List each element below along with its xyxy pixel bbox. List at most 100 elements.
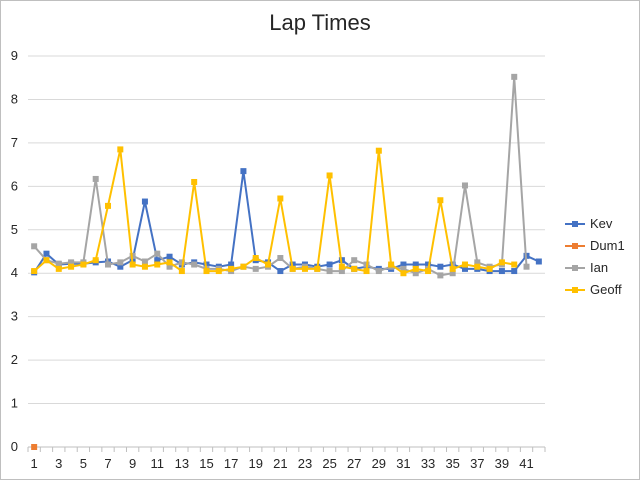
data-point-ian — [461, 182, 468, 189]
y-tick-label: 0 — [11, 439, 18, 454]
data-point-kev — [535, 258, 542, 265]
x-tick-label: 11 — [151, 456, 165, 471]
data-point-geoff — [437, 197, 444, 204]
data-point-ian — [178, 259, 185, 266]
data-point-geoff — [55, 265, 62, 272]
data-point-ian — [117, 259, 124, 266]
data-point-geoff — [265, 261, 272, 268]
data-point-geoff — [351, 265, 358, 272]
data-point-kev — [166, 253, 173, 260]
data-point-geoff — [375, 147, 382, 154]
data-point-ian — [511, 73, 518, 80]
data-point-ian — [474, 259, 481, 266]
legend-swatch-marker-kev — [572, 221, 578, 227]
x-tick-label: 13 — [175, 456, 189, 471]
legend-label-geoff: Geoff — [590, 282, 622, 297]
data-point-kev — [511, 268, 518, 275]
data-point-geoff — [461, 261, 468, 268]
data-point-geoff — [215, 268, 222, 275]
y-tick-label: 3 — [11, 309, 18, 324]
data-point-geoff — [68, 263, 75, 270]
y-tick-label: 6 — [11, 178, 18, 193]
legend-label-kev: Kev — [590, 216, 613, 231]
data-point-kev — [141, 198, 148, 205]
data-point-kev — [437, 263, 444, 270]
legend-swatch-marker-geoff — [572, 287, 578, 293]
y-tick-label: 2 — [11, 352, 18, 367]
x-tick-label: 3 — [55, 456, 62, 471]
x-tick-label: 35 — [445, 456, 459, 471]
chart-title: Lap Times — [269, 10, 371, 35]
data-point-ian — [400, 265, 407, 272]
data-point-geoff — [154, 261, 161, 268]
data-point-kev — [461, 265, 468, 272]
data-point-kev — [400, 261, 407, 268]
data-point-geoff — [228, 265, 235, 272]
data-point-ian — [166, 263, 173, 270]
y-tick-label: 7 — [11, 135, 18, 150]
data-point-ian — [449, 270, 456, 277]
data-point-kev — [277, 268, 284, 275]
series-line-ian — [33, 75, 528, 277]
legend-label-dum1: Dum1 — [590, 238, 625, 253]
x-tick-label: 29 — [372, 456, 386, 471]
legend-swatch-marker-dum1 — [572, 243, 578, 249]
data-point-ian — [412, 270, 419, 277]
data-point-dum1 — [31, 444, 38, 450]
data-point-kev — [43, 250, 50, 257]
data-point-geoff — [203, 268, 210, 275]
data-point-ian — [338, 268, 345, 275]
y-tick-label: 4 — [11, 265, 18, 280]
data-point-geoff — [141, 263, 148, 270]
data-point-geoff — [498, 259, 505, 266]
x-tick-label: 41 — [519, 456, 533, 471]
data-point-kev — [425, 261, 432, 268]
data-point-kev — [498, 268, 505, 275]
data-point-geoff — [289, 265, 296, 272]
data-point-geoff — [388, 261, 395, 268]
data-point-geoff — [191, 178, 198, 185]
data-point-geoff — [326, 172, 333, 179]
x-tick-label: 25 — [322, 456, 336, 471]
data-point-geoff — [178, 268, 185, 275]
x-tick-label: 23 — [298, 456, 312, 471]
data-point-ian — [375, 268, 382, 275]
legend-label-ian: Ian — [590, 260, 608, 275]
data-point-ian — [437, 272, 444, 279]
data-point-geoff — [338, 263, 345, 270]
x-tick-label: 15 — [199, 456, 213, 471]
data-point-geoff — [129, 261, 136, 268]
data-point-ian — [252, 265, 259, 272]
data-point-ian — [55, 260, 62, 267]
data-point-kev — [228, 261, 235, 268]
x-tick-label: 7 — [104, 456, 111, 471]
data-point-kev — [117, 263, 124, 270]
x-tick-label: 37 — [470, 456, 484, 471]
data-point-ian — [68, 259, 75, 266]
data-point-geoff — [301, 265, 308, 272]
data-point-geoff — [277, 195, 284, 202]
data-point-ian — [191, 261, 198, 268]
x-tick-label: 19 — [248, 456, 262, 471]
data-point-geoff — [240, 263, 247, 270]
x-tick-label: 31 — [396, 456, 410, 471]
data-point-geoff — [80, 261, 87, 268]
data-point-kev — [326, 261, 333, 268]
y-tick-label: 8 — [11, 91, 18, 106]
data-point-ian — [31, 243, 38, 250]
data-point-ian — [92, 175, 99, 182]
data-point-ian — [141, 258, 148, 265]
data-point-ian — [523, 263, 530, 270]
data-point-geoff — [92, 257, 99, 264]
y-tick-label: 1 — [11, 396, 18, 411]
y-tick-label: 5 — [11, 222, 18, 237]
x-tick-label: 17 — [224, 456, 238, 471]
data-point-ian — [326, 268, 333, 275]
legend-swatch-marker-ian — [572, 265, 578, 271]
data-point-geoff — [252, 255, 259, 262]
x-tick-label: 27 — [347, 456, 361, 471]
data-point-geoff — [486, 265, 493, 272]
x-tick-label: 9 — [129, 456, 136, 471]
